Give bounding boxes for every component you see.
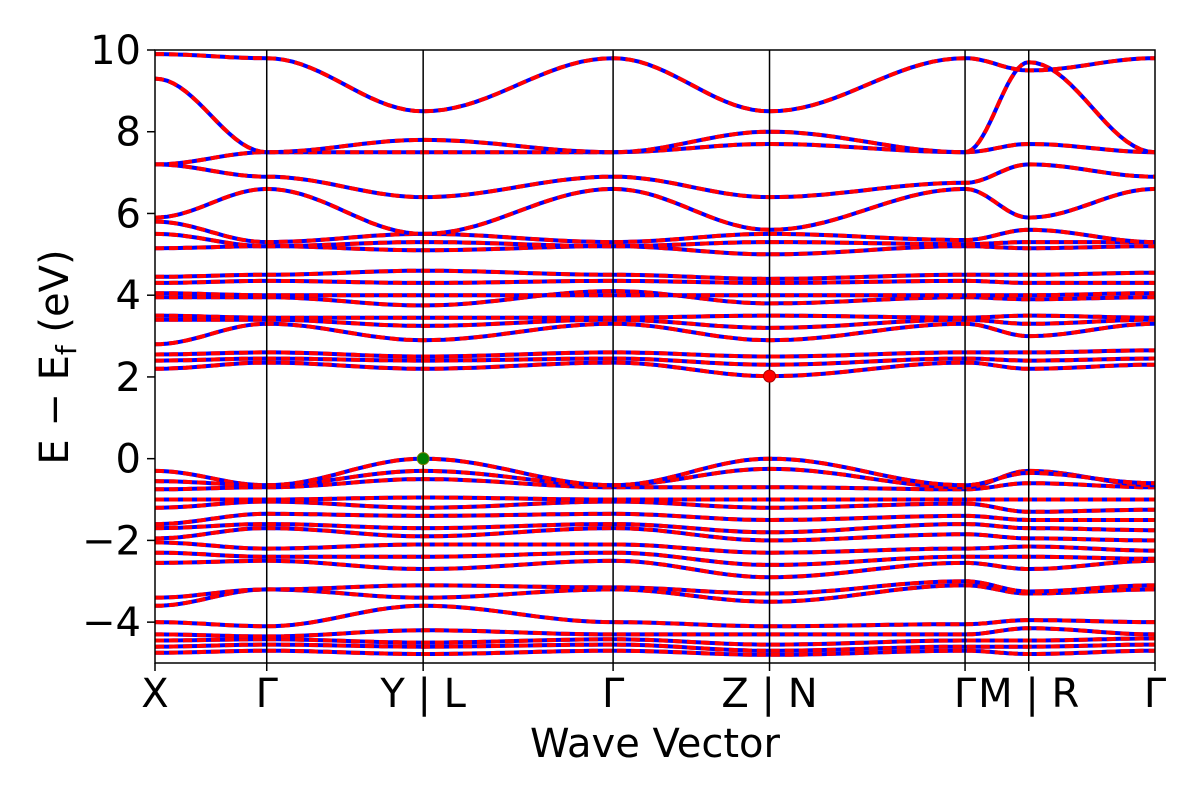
band-6-spin-up — [155, 579, 1155, 600]
band-11-spin-up — [155, 522, 1155, 535]
band-4-spin-down — [155, 603, 1155, 629]
band-26-spin-up — [155, 278, 1155, 285]
band-10-spin-down — [155, 526, 1155, 543]
band-9-spin-down — [155, 540, 1155, 555]
band-23-spin-up — [155, 313, 1155, 320]
x-tick-label-1: Γ — [256, 671, 279, 717]
x-tick-label-7: Γ — [1144, 671, 1167, 717]
band-8-spin-up — [155, 550, 1155, 567]
band-12-spin-down — [155, 511, 1155, 527]
y-axis-title-subscript: f — [50, 344, 83, 355]
band-13-spin-up — [155, 499, 1155, 514]
band-27-spin-up — [155, 268, 1155, 281]
band-20-spin-up — [155, 348, 1155, 359]
band-13-spin-down — [155, 499, 1155, 514]
x-tick-label-4: Z | N — [721, 671, 817, 717]
band-5-spin-up — [155, 583, 1155, 608]
band-25-spin-up — [155, 291, 1155, 298]
band-7-spin-up — [155, 558, 1155, 580]
y-axis-title-main: E − E — [32, 355, 78, 465]
y-tick-label-0: −4 — [82, 600, 141, 646]
band-28-spin-up — [155, 244, 1155, 257]
band-23-spin-down — [155, 313, 1155, 320]
band-2-spin-up — [155, 636, 1155, 647]
band-18-spin-down — [155, 360, 1155, 379]
band-25-spin-down — [155, 291, 1155, 298]
band-33-spin-up — [155, 141, 1155, 167]
y-tick-label-5: 6 — [116, 191, 141, 237]
band-7-spin-down — [155, 558, 1155, 580]
extrema-markers — [416, 369, 777, 466]
band-32-spin-up — [155, 162, 1155, 200]
band-35-spin-up — [155, 52, 1155, 114]
y-tick-label-4: 4 — [116, 273, 141, 319]
band-18-spin-up — [155, 360, 1155, 379]
band-20-spin-down — [155, 348, 1155, 359]
band-27-spin-down — [155, 268, 1155, 281]
band-3-spin-up — [155, 626, 1155, 639]
band-22-spin-up — [155, 317, 1155, 330]
y-tick-label-1: −2 — [82, 518, 141, 564]
kpath-divider-lines — [265, 50, 1030, 663]
band-14-spin-down — [155, 495, 1155, 502]
band-10-spin-up — [155, 526, 1155, 543]
plot-frame — [154, 49, 1156, 664]
y-axis-ticks: −4 −2 0 2 4 6 8 10 — [82, 28, 155, 646]
cbm-marker — [763, 369, 777, 383]
x-tick-label-6: M | R — [978, 671, 1079, 717]
band-31-spin-up — [155, 186, 1155, 236]
x-tick-label-2: Y | L — [379, 671, 466, 717]
y-axis-title: E − Ef (eV) — [32, 249, 83, 464]
band-34-spin-up — [155, 60, 1155, 155]
y-tick-label-3: 2 — [116, 355, 141, 401]
band-9-spin-up — [155, 540, 1155, 555]
x-tick-label-3: Γ — [602, 671, 625, 717]
band-6-spin-down — [155, 579, 1155, 600]
band-17-spin-up — [155, 456, 1155, 488]
band-3-spin-down — [155, 626, 1155, 639]
band-30-spin-up — [155, 219, 1155, 245]
band-14-spin-up — [155, 495, 1155, 502]
y-tick-label-6: 8 — [116, 110, 141, 156]
bands-layer — [155, 52, 1155, 657]
x-tick-label-0: X — [141, 671, 168, 717]
band-21-spin-up — [155, 321, 1155, 347]
band-0-spin-down — [155, 648, 1155, 657]
y-tick-label-2: 0 — [116, 437, 141, 483]
band-0-spin-up — [155, 648, 1155, 657]
y-axis-title-unit: (eV) — [32, 249, 78, 345]
band-15-spin-up — [155, 477, 1155, 492]
x-axis-title: Wave Vector — [530, 721, 781, 767]
x-tick-label-5: Γ — [954, 671, 977, 717]
band-19-spin-up — [155, 356, 1155, 367]
band-4-spin-up — [155, 603, 1155, 629]
band-35-spin-down — [155, 52, 1155, 114]
band-26-spin-down — [155, 278, 1155, 285]
band-1-spin-up — [155, 642, 1155, 653]
y-tick-label-7: 10 — [90, 28, 141, 74]
band-34-spin-down — [155, 60, 1155, 155]
band-12-spin-up — [155, 511, 1155, 527]
band-29-spin-up — [155, 231, 1155, 249]
vbm-marker — [416, 452, 430, 466]
